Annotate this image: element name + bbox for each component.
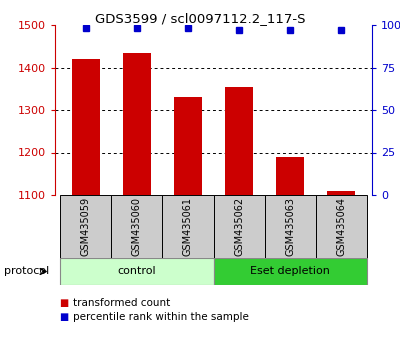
- Text: GSM435060: GSM435060: [132, 197, 142, 256]
- Text: transformed count: transformed count: [73, 298, 170, 308]
- Text: protocol: protocol: [4, 267, 49, 276]
- Text: GSM435061: GSM435061: [183, 197, 193, 256]
- Bar: [123, 53, 151, 195]
- Bar: [265, 195, 316, 258]
- Bar: [162, 195, 214, 258]
- Bar: [214, 195, 265, 258]
- Bar: [214, 258, 367, 285]
- Text: GSM435059: GSM435059: [81, 197, 91, 256]
- Text: percentile rank within the sample: percentile rank within the sample: [73, 312, 249, 322]
- Bar: [327, 191, 355, 195]
- Text: control: control: [118, 267, 156, 276]
- Text: GSM435062: GSM435062: [234, 197, 244, 256]
- Text: GSM435063: GSM435063: [285, 197, 295, 256]
- Bar: [72, 59, 100, 195]
- Text: GSM435064: GSM435064: [336, 197, 346, 256]
- Text: Eset depletion: Eset depletion: [250, 267, 330, 276]
- Bar: [316, 195, 367, 258]
- Text: ■: ■: [59, 312, 68, 322]
- Bar: [276, 157, 304, 195]
- Bar: [60, 258, 214, 285]
- Bar: [174, 97, 202, 195]
- Text: ■: ■: [59, 298, 68, 308]
- Text: GDS3599 / scl0097112.2_117-S: GDS3599 / scl0097112.2_117-S: [95, 12, 305, 25]
- Bar: [225, 87, 253, 195]
- Bar: [60, 195, 111, 258]
- Bar: [111, 195, 162, 258]
